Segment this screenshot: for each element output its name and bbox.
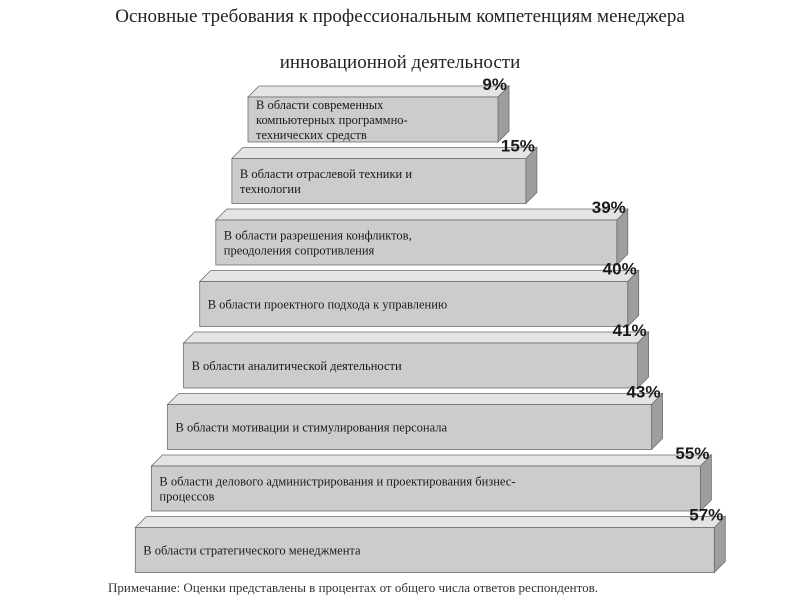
- bar-category-label: В области отраслевой техники и: [240, 167, 412, 181]
- bar-top-face: [150, 454, 713, 467]
- bar-top-face: [247, 85, 510, 98]
- bar-category-label: В области стратегического менеджмента: [143, 544, 361, 558]
- bar-group: В области разрешения конфликтов,преодоле…: [214, 198, 629, 266]
- bar-value-label: 57%: [689, 506, 723, 525]
- chart-title-line-2: инновационной деятельности: [279, 52, 521, 73]
- bar-category-label: В области современных: [256, 98, 384, 112]
- bar-group: В области делового администрирования и п…: [150, 444, 713, 512]
- bar-top-face: [214, 208, 629, 221]
- bar-category-label: В области мотивации и стимулирования пер…: [176, 421, 448, 435]
- bar: [247, 96, 499, 143]
- bar: [199, 281, 629, 327]
- bar-category-label: технологии: [240, 182, 301, 196]
- bar-top-face: [134, 516, 727, 528]
- bar: [231, 158, 527, 204]
- bar: [167, 404, 652, 450]
- chart-title-line-1: Основные требования к профессиональным к…: [115, 6, 685, 27]
- bar-category-label: технических средств: [256, 128, 367, 142]
- bar-value-label: 9%: [482, 75, 507, 94]
- bar-value-label: 43%: [626, 383, 660, 402]
- bar-category-label: В области делового администрирования и п…: [159, 475, 515, 489]
- bar-value-label: 55%: [675, 444, 709, 463]
- bar: [134, 527, 715, 573]
- bar: [150, 465, 701, 512]
- bar-category-label: В области проектного подхода к управлени…: [208, 298, 448, 312]
- bar-group: В области мотивации и стимулирования пер…: [166, 383, 664, 451]
- bar-top-face: [230, 147, 538, 159]
- bar-top-face: [198, 270, 640, 282]
- bar: [215, 219, 618, 266]
- bar-value-label: 41%: [613, 321, 647, 340]
- bar-category-label: В области разрешения конфликтов,: [224, 229, 412, 243]
- bar-value-label: 39%: [592, 198, 626, 217]
- bar-group: В области аналитической деятельности 41%: [182, 321, 650, 389]
- bar-category-label: В области аналитической деятельности: [192, 359, 402, 373]
- bar: [183, 342, 639, 389]
- bar-group: В области стратегического менеджмента 57%: [134, 506, 727, 574]
- bar-category-label: преодоления сопротивления: [224, 244, 375, 258]
- bar-top-face: [182, 331, 650, 344]
- bar-category-label: компьютерных программно-: [256, 113, 408, 127]
- bar-group: В области проектного подхода к управлени…: [198, 260, 640, 328]
- chart-footnote: Примечание: Оценки представлены в процен…: [108, 580, 599, 595]
- bar-group: В области отраслевой техники итехнологии…: [230, 137, 538, 205]
- bar-value-label: 15%: [501, 137, 535, 156]
- bar-value-label: 40%: [603, 260, 637, 279]
- bar-category-label: процессов: [159, 490, 214, 504]
- bar-top-face: [166, 393, 664, 405]
